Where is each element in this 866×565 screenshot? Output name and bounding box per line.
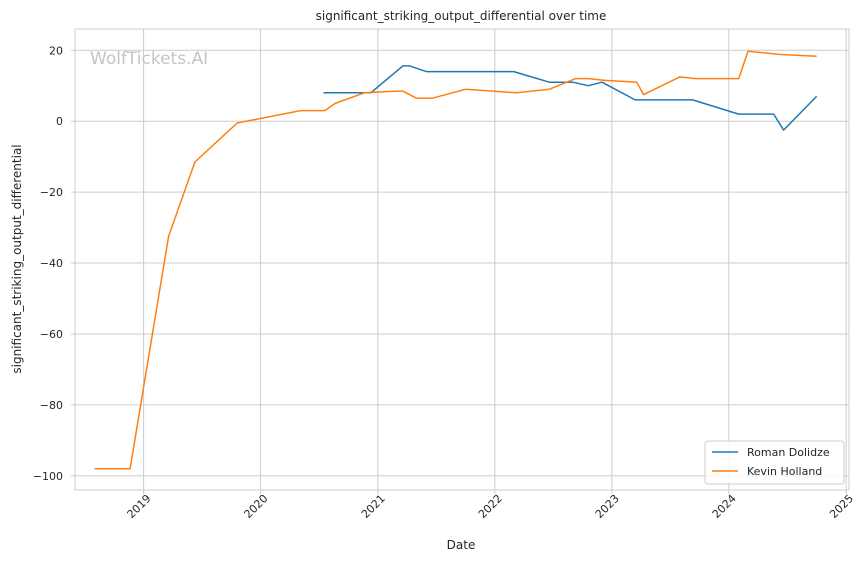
series-line-roman-dolidze xyxy=(323,65,818,131)
x-tick-label: 2021 xyxy=(359,492,388,521)
x-tick-label: 2024 xyxy=(710,492,739,521)
plot-frame xyxy=(74,28,850,491)
x-tick-label: 2023 xyxy=(593,492,622,521)
y-tick-label: −20 xyxy=(40,186,63,199)
x-tick-label: 2020 xyxy=(242,492,271,521)
x-tick-label: 2022 xyxy=(476,492,505,521)
x-axis-label: Date xyxy=(447,538,476,552)
y-axis-ticks: 20 0 −20 −40 −60 −80 −100 xyxy=(33,44,75,483)
x-axis-ticks: 2019 2020 2021 2022 2023 2024 2025 xyxy=(125,490,856,521)
y-tick-label: −60 xyxy=(40,328,63,341)
x-tick-label: 2025 xyxy=(827,492,856,521)
y-tick-label: 0 xyxy=(56,115,63,128)
series-line-kevin-holland xyxy=(94,50,817,470)
watermark: WolfTickets.AI xyxy=(90,49,208,69)
y-axis-label: significant_striking_output_differential xyxy=(10,144,24,373)
legend-label-roman-dolidze: Roman Dolidze xyxy=(747,446,830,459)
y-tick-label: 20 xyxy=(49,44,63,57)
series-lines xyxy=(94,50,818,470)
y-tick-label: −80 xyxy=(40,399,63,412)
legend: Roman Dolidze Kevin Holland xyxy=(704,440,845,485)
grid xyxy=(75,29,849,490)
legend-label-kevin-holland: Kevin Holland xyxy=(747,465,822,478)
y-tick-label: −100 xyxy=(33,470,63,483)
x-tick-label: 2019 xyxy=(125,492,154,521)
y-tick-label: −40 xyxy=(40,257,63,270)
legend-box xyxy=(704,440,845,485)
chart-title: significant_striking_output_differential… xyxy=(316,9,607,23)
